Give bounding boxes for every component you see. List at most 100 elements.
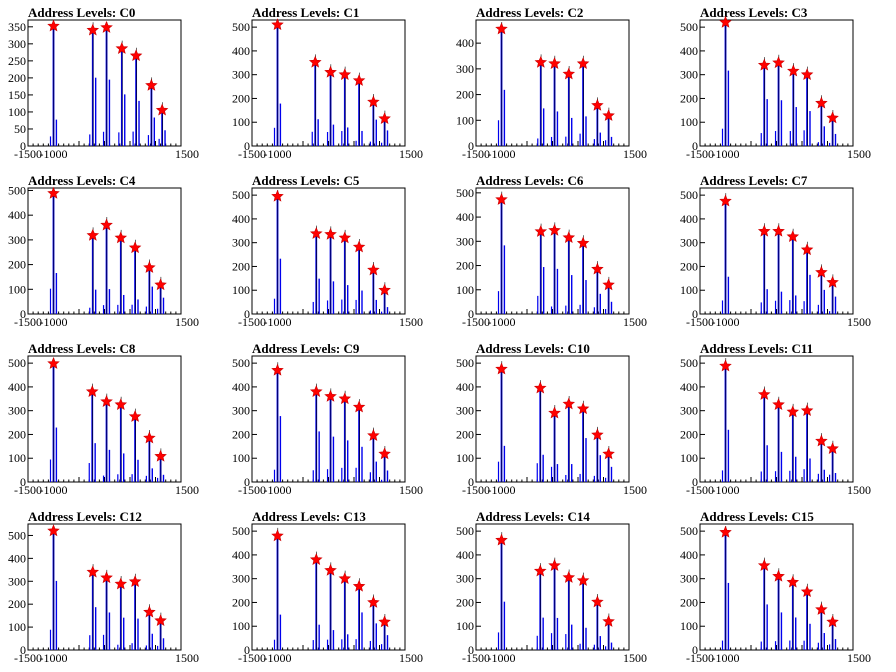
histogram-bar bbox=[326, 639, 329, 650]
histogram-bar bbox=[326, 131, 329, 146]
y-tick-label: 300 bbox=[680, 236, 698, 250]
y-tick-label: 0 bbox=[468, 475, 474, 489]
y-tick-label: 0 bbox=[692, 475, 698, 489]
peak-marker bbox=[800, 243, 814, 256]
y-tick-label: 400 bbox=[680, 548, 698, 562]
histogram-bar bbox=[550, 306, 553, 314]
histogram-bar bbox=[102, 634, 105, 650]
peak-marker bbox=[86, 565, 100, 578]
x-tick-label: -1500 bbox=[462, 147, 490, 161]
y-tick-label: 500 bbox=[680, 188, 698, 202]
x-tick-label: -1500 bbox=[462, 483, 490, 497]
y-tick-label: 500 bbox=[232, 356, 250, 370]
histogram-bar bbox=[164, 130, 166, 146]
histogram-bar bbox=[607, 284, 610, 314]
peak-marker bbox=[548, 406, 561, 419]
histogram-bar bbox=[803, 469, 805, 482]
peak-marker bbox=[47, 186, 60, 199]
histogram-bar bbox=[774, 131, 777, 146]
peak-marker bbox=[271, 529, 284, 542]
peak-marker bbox=[757, 58, 771, 71]
histogram-bar bbox=[721, 300, 724, 314]
peak-marker bbox=[757, 387, 771, 400]
histogram-bar bbox=[132, 131, 134, 146]
x-tick-label: -1500 bbox=[14, 147, 42, 161]
histogram-bar bbox=[585, 280, 587, 314]
x-tick-label: -1000 bbox=[40, 651, 68, 665]
peak-marker bbox=[533, 381, 547, 394]
histogram-bar bbox=[585, 438, 587, 482]
peak-marker bbox=[324, 389, 337, 402]
histogram-bar bbox=[347, 127, 349, 146]
chart-panel: Address Levels: C11 0 100 200 300 400 500 -1500… bbox=[680, 341, 871, 497]
peak-marker bbox=[352, 240, 366, 253]
histogram-bar bbox=[102, 475, 105, 482]
y-tick-label: 500 bbox=[680, 356, 698, 370]
histogram-bar bbox=[123, 617, 125, 650]
peak-marker bbox=[145, 78, 158, 91]
peak-marker bbox=[562, 570, 576, 583]
histogram-bar bbox=[831, 621, 834, 650]
histogram-bar bbox=[326, 469, 329, 482]
histogram-bar bbox=[497, 632, 500, 650]
y-tick-label: 100 bbox=[8, 620, 26, 634]
peak-marker bbox=[800, 404, 814, 417]
y-tick-label: 300 bbox=[232, 572, 250, 586]
chart-title: Address Levels: C0 bbox=[28, 5, 135, 20]
y-tick-label: 500 bbox=[232, 524, 250, 538]
histogram-bar bbox=[766, 99, 768, 146]
y-tick-label: 0 bbox=[244, 643, 250, 657]
histogram-bar bbox=[599, 455, 601, 482]
chart-title: Address Levels: C14 bbox=[476, 509, 590, 524]
x-tick-label: -1500 bbox=[238, 147, 266, 161]
histogram-bar bbox=[542, 454, 544, 482]
histogram-bar bbox=[780, 612, 783, 650]
y-tick-label: 300 bbox=[232, 404, 250, 418]
plot-frame bbox=[699, 523, 854, 651]
histogram-bar bbox=[375, 461, 377, 482]
peak-marker bbox=[548, 223, 561, 236]
y-tick-label: 100 bbox=[456, 113, 474, 127]
y-tick-label: 300 bbox=[8, 37, 26, 51]
y-tick-label: 100 bbox=[680, 619, 698, 633]
histogram-bar bbox=[571, 624, 573, 650]
chart-panel: Address Levels: C7 0 100 200 300 400 500 -1500-… bbox=[680, 173, 871, 329]
y-tick-label: 200 bbox=[8, 71, 26, 85]
peak-marker bbox=[800, 68, 814, 81]
histogram-bar bbox=[593, 139, 595, 146]
x-tick-label: -1500 bbox=[238, 483, 266, 497]
peak-marker bbox=[772, 224, 785, 237]
chart-title: Address Levels: C12 bbox=[28, 509, 142, 524]
histogram-bar bbox=[806, 249, 808, 314]
histogram-bar bbox=[795, 295, 797, 314]
histogram-bar bbox=[607, 453, 610, 482]
y-tick-label: 200 bbox=[456, 259, 474, 273]
histogram-bar bbox=[766, 445, 768, 482]
y-tick-label: 200 bbox=[232, 427, 250, 441]
histogram-bar bbox=[332, 436, 335, 482]
chart-panel: Address Levels: C1 0 100 200 300 400 500 -1500-… bbox=[232, 5, 423, 161]
histogram-bar bbox=[542, 108, 545, 146]
x-tick-label: -1500 bbox=[14, 651, 42, 665]
y-tick-label: 0 bbox=[244, 139, 250, 153]
chart-panel: Address Levels: C9 0 100 200 300 400 500 -1500-… bbox=[232, 341, 423, 497]
y-tick-label: 0 bbox=[20, 307, 26, 321]
x-tick-label: 1500 bbox=[175, 651, 199, 665]
y-tick-label: 400 bbox=[8, 380, 26, 394]
peak-marker bbox=[602, 614, 615, 627]
peak-marker bbox=[719, 359, 732, 372]
x-tick-label: -1000 bbox=[264, 651, 292, 665]
histogram-bar bbox=[102, 305, 105, 314]
histogram-bar bbox=[831, 117, 834, 146]
histogram-bar bbox=[605, 646, 607, 650]
peak-marker bbox=[47, 357, 60, 369]
y-tick-label: 400 bbox=[456, 36, 474, 50]
peak-marker bbox=[367, 95, 380, 108]
histogram-bar bbox=[108, 612, 111, 650]
x-tick-label: -1000 bbox=[488, 147, 516, 161]
histogram-bar bbox=[556, 464, 559, 482]
histogram-bar bbox=[102, 131, 105, 146]
histogram-bar bbox=[582, 580, 584, 650]
histogram-bar bbox=[145, 645, 147, 650]
histogram-bar bbox=[311, 131, 313, 146]
